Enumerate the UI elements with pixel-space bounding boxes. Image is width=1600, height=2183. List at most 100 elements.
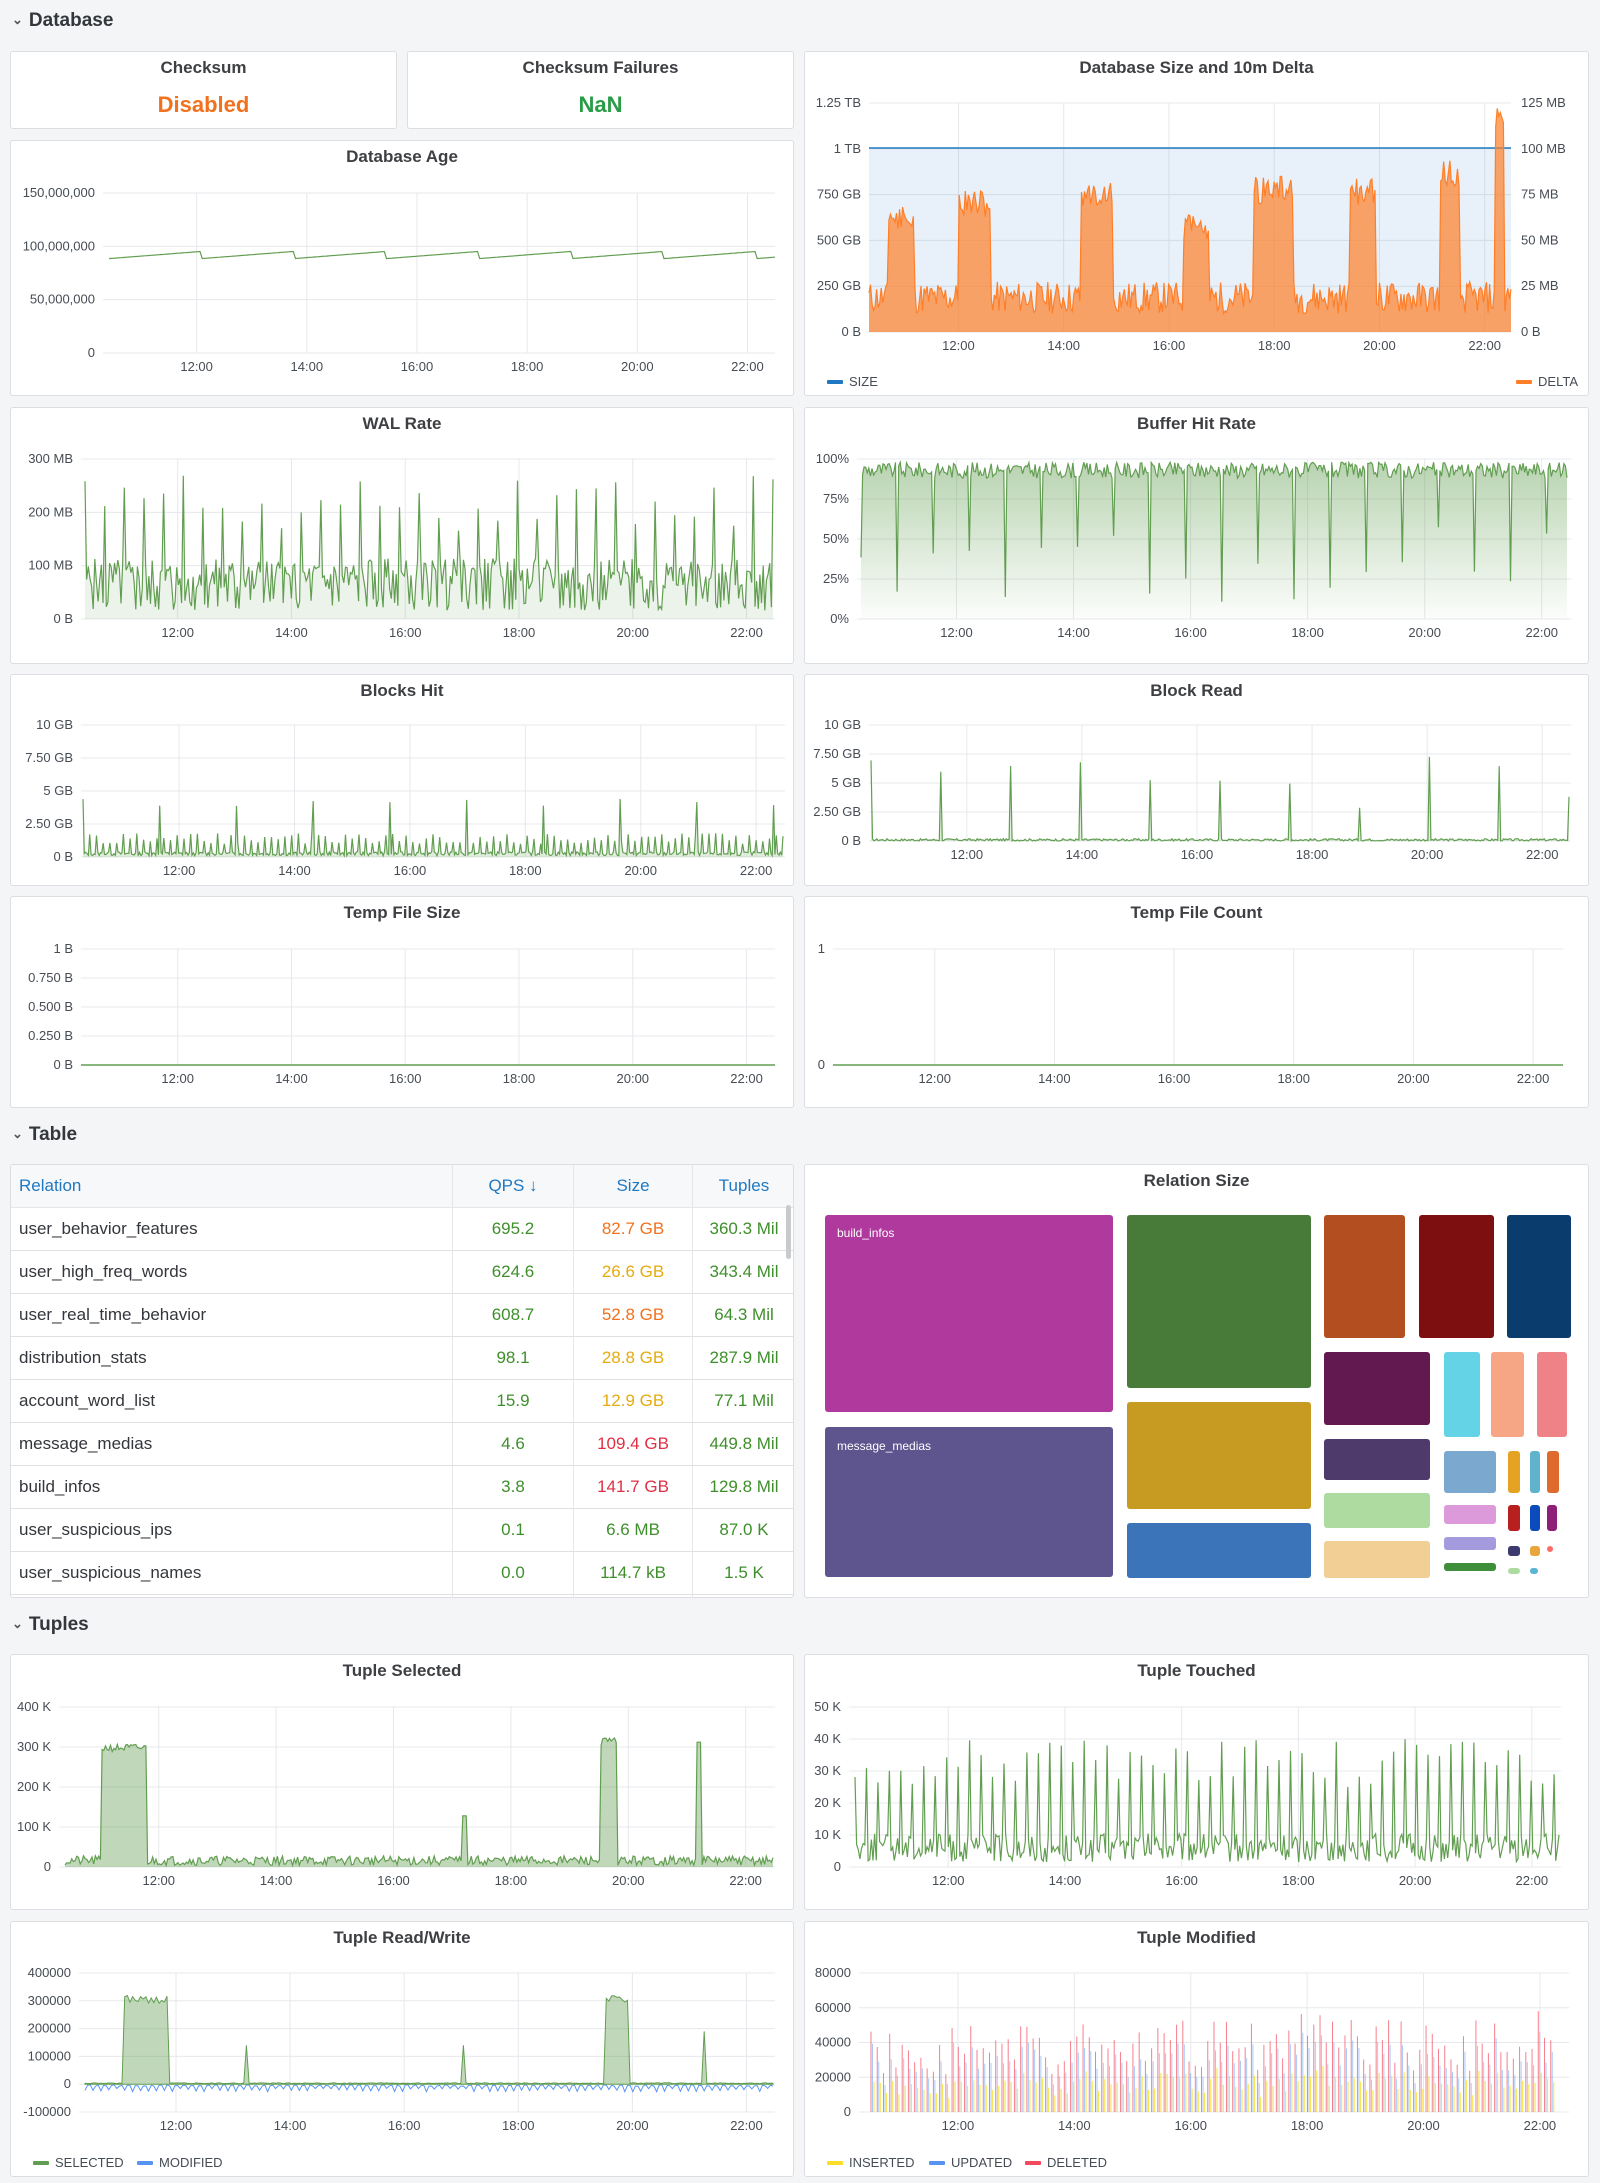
- buffer-hit-rate-panel[interactable]: Buffer Hit Rate 100% 75% 50% 25% 0% 12:00 14:0…: [804, 407, 1589, 664]
- table-row[interactable]: account_word_list 15.9 12.9 GB 77.1 Mil: [11, 1379, 793, 1423]
- tuple-touched-panel[interactable]: Tuple Touched 50 K 40 K 30 K 20 K 10 K 0 12:00…: [804, 1654, 1589, 1910]
- x-tick-label: 12:00: [161, 625, 194, 640]
- row-table-toggle[interactable]: ⌄ Table: [12, 1124, 77, 1146]
- table-row[interactable]: user_behavior_features 695.2 82.7 GB 360.3 …: [11, 1207, 793, 1251]
- x-tick-label: 20:00: [1408, 625, 1441, 640]
- legend-inserted[interactable]: INSERTED: [827, 2155, 915, 2170]
- treemap-cell[interactable]: [1419, 1215, 1494, 1338]
- treemap-cell[interactable]: [1508, 1505, 1520, 1531]
- treemap-cell[interactable]: [825, 1215, 1113, 1412]
- row-database-toggle[interactable]: ⌄ Database: [12, 10, 113, 32]
- database-size-panel[interactable]: Database Size and 10m Delta 1.25 TB 1 TB 7…: [804, 51, 1589, 396]
- blocks-hit-panel[interactable]: Blocks Hit 10 GB 7.50 GB 5 GB 2.50 GB 0 B 12:…: [10, 674, 794, 886]
- treemap-cell[interactable]: [1444, 1451, 1496, 1493]
- x-tick-label: 22:00: [1525, 625, 1558, 640]
- legend-selected[interactable]: SELECTED: [33, 2155, 124, 2170]
- table-row[interactable]: build_infos 3.8 141.7 GB 129.8 Mil: [11, 1465, 793, 1509]
- treemap-cell[interactable]: [1324, 1493, 1430, 1528]
- row-tuples-toggle[interactable]: ⌄ Tuples: [12, 1614, 89, 1636]
- x-tick-label: 18:00: [495, 1873, 528, 1888]
- x-tick-label: 20:00: [612, 1873, 645, 1888]
- treemap-cell[interactable]: [1537, 1352, 1567, 1437]
- y-tick-label: 150,000,000: [23, 185, 95, 200]
- x-tick-label: 16:00: [1153, 338, 1186, 353]
- x-tick-label: 12:00: [142, 1873, 175, 1888]
- treemap-cell[interactable]: [1508, 1546, 1520, 1556]
- x-tick-label: 20:00: [1411, 847, 1444, 862]
- x-tick-label: 16:00: [388, 2118, 421, 2133]
- tuple-modified-panel[interactable]: Tuple Modified 80000 60000 40000 20000 0 12:0…: [804, 1921, 1589, 2177]
- database-age-panel[interactable]: Database Age 150,000,000 100,000,000 50,00…: [10, 140, 794, 396]
- column-header-tuples[interactable]: Tuples: [692, 1165, 793, 1208]
- database-age-chart: 150,000,000 100,000,000 50,000,000 0 12:00 14…: [23, 185, 776, 374]
- column-header-relation[interactable]: Relation: [11, 1165, 453, 1208]
- treemap-cell[interactable]: [1324, 1215, 1405, 1338]
- y-tick-label: 50%: [823, 531, 849, 546]
- treemap-cell[interactable]: [1507, 1215, 1571, 1338]
- legend-swatch: [137, 2160, 153, 2165]
- blocks-hit-chart: 10 GB 7.50 GB 5 GB 2.50 GB 0 B 12:00 14:00 16:0…: [25, 717, 785, 878]
- cell-size: 12.9 GB: [573, 1379, 693, 1423]
- tuple-selected-panel[interactable]: Tuple Selected 400 K 300 K 200 K 100 K 0 12:0…: [10, 1654, 794, 1910]
- treemap-cell[interactable]: [1444, 1505, 1496, 1524]
- y-tick-label: 20000: [815, 2069, 851, 2084]
- legend-size[interactable]: SIZE: [827, 374, 878, 389]
- temp-file-count-panel[interactable]: Temp File Count 1 0 12:00 14:00 16:00 18:00 20…: [804, 896, 1589, 1108]
- treemap-cell[interactable]: [1324, 1352, 1430, 1425]
- treemap-cell[interactable]: [1530, 1568, 1538, 1574]
- treemap-cell[interactable]: [1491, 1352, 1524, 1437]
- tuple-read-write-panel[interactable]: Tuple Read/Write 400000 300000 200000 10000…: [10, 1921, 794, 2177]
- treemap-cell[interactable]: [1508, 1451, 1520, 1493]
- treemap-cell[interactable]: [1547, 1451, 1559, 1493]
- treemap-cell[interactable]: [1530, 1546, 1540, 1556]
- treemap-cell[interactable]: [1444, 1563, 1496, 1571]
- treemap-cell[interactable]: [1444, 1352, 1480, 1437]
- checksum-failures-panel[interactable]: Checksum Failures NaN: [407, 51, 794, 129]
- cell-empty: [573, 1594, 693, 1597]
- wal-rate-panel[interactable]: WAL Rate 300 MB 200 MB 100 MB 0 B 12:00 14:00…: [10, 407, 794, 664]
- treemap-label: message_medias: [837, 1439, 931, 1453]
- block-read-panel[interactable]: Block Read 10 GB 7.50 GB 5 GB 2.50 GB 0 B 12:…: [804, 674, 1589, 886]
- treemap-cell[interactable]: [1324, 1439, 1430, 1480]
- treemap-cell[interactable]: [1530, 1451, 1540, 1493]
- treemap-cell[interactable]: [1508, 1568, 1520, 1574]
- treemap-cell[interactable]: [1530, 1505, 1540, 1531]
- y-tick-label: 0 B: [53, 849, 73, 864]
- table-scrollbar[interactable]: [786, 1205, 791, 1259]
- treemap-cell[interactable]: [1127, 1402, 1311, 1509]
- legend-deleted[interactable]: DELETED: [1025, 2155, 1107, 2170]
- relation-size-panel[interactable]: Relation Size build_infos message_medias: [804, 1164, 1589, 1598]
- table-row[interactable]: user_suspicious_ips 0.1 6.6 MB 87.0 K: [11, 1508, 793, 1552]
- treemap-cell[interactable]: [1444, 1537, 1496, 1550]
- treemap-cell[interactable]: [1127, 1523, 1311, 1578]
- y-tick-label: 100%: [816, 451, 850, 466]
- x-tick-label: 14:00: [1057, 625, 1090, 640]
- x-tick-label: 14:00: [275, 1071, 308, 1086]
- table-row[interactable]: user_real_time_behavior 608.7 52.8 GB 64.3 …: [11, 1293, 793, 1337]
- table-row[interactable]: user_high_freq_words 624.6 26.6 GB 343.4 Mi…: [11, 1250, 793, 1294]
- treemap-cell[interactable]: [1127, 1215, 1311, 1388]
- temp-file-size-panel[interactable]: Temp File Size 1 B 0.750 B 0.500 B 0.250 B 0…: [10, 896, 794, 1108]
- legend-modified[interactable]: MODIFIED: [137, 2155, 223, 2170]
- treemap-cell[interactable]: [1547, 1546, 1553, 1552]
- x-tick-label: 22:00: [730, 2118, 763, 2133]
- checksum-panel[interactable]: Checksum Disabled: [10, 51, 397, 129]
- column-header-size[interactable]: Size: [573, 1165, 693, 1208]
- cell-relation: user_suspicious_ips: [11, 1508, 453, 1552]
- y-tick-label: 0 B: [841, 324, 861, 339]
- treemap-cell[interactable]: [825, 1427, 1113, 1577]
- legend-label: MODIFIED: [159, 2155, 223, 2170]
- wal-series-area: [85, 475, 773, 619]
- table-row[interactable]: message_medias 4.6 109.4 GB 449.8 Mil: [11, 1422, 793, 1466]
- legend-updated[interactable]: UPDATED: [929, 2155, 1012, 2170]
- table-row[interactable]: user_suspicious_names 0.0 114.7 kB 1.5 K: [11, 1551, 793, 1595]
- table-row[interactable]: distribution_stats 98.1 28.8 GB 287.9 Mil: [11, 1336, 793, 1380]
- legend-delta[interactable]: DELTA: [1516, 374, 1578, 389]
- relation-table-panel[interactable]: Relation QPS ↓ Size Tuples user_behavior…: [10, 1164, 794, 1598]
- table-header-row: Relation QPS ↓ Size Tuples: [11, 1165, 793, 1208]
- treemap-cell[interactable]: [1324, 1541, 1430, 1578]
- column-header-qps[interactable]: QPS ↓: [452, 1165, 574, 1208]
- panel-title: Blocks Hit: [360, 681, 444, 700]
- cell-tuples: 77.1 Mil: [692, 1379, 793, 1423]
- treemap-cell[interactable]: [1547, 1505, 1557, 1531]
